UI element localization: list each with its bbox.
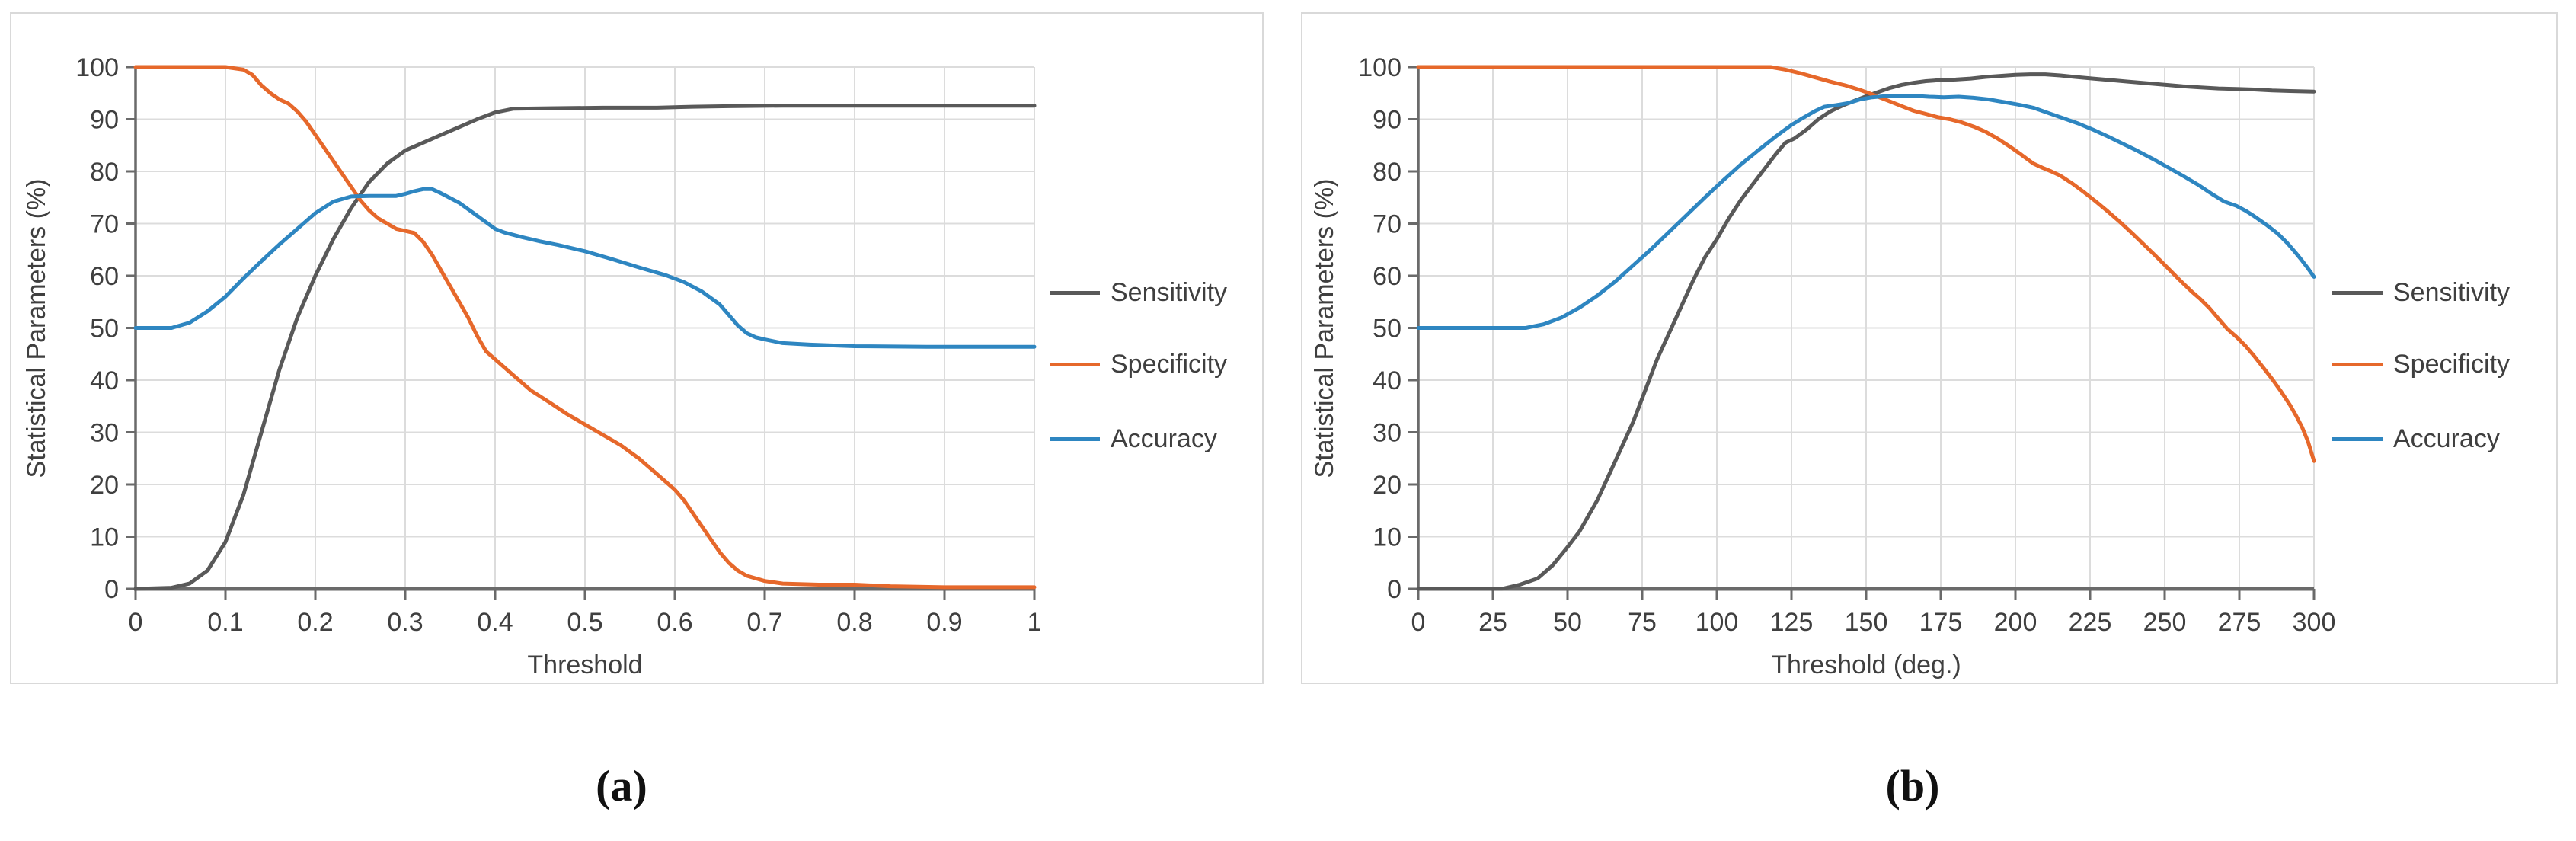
chart-b-canvas: Statistical Parameters (%) Threshold (de…: [1310, 53, 2336, 680]
x-tick-label: 150: [1845, 608, 1888, 637]
legend-item-sensitivity: Sensitivity: [2332, 278, 2510, 308]
x-tick-label: 300: [2293, 608, 2336, 637]
y-axis-title-a: Statistical Parameters (%): [22, 179, 51, 478]
x-tick-label: 75: [1628, 608, 1657, 637]
y-tick-label: 90: [90, 106, 119, 135]
x-tick-label: 50: [1553, 608, 1582, 637]
x-tick-label: 0.7: [746, 608, 782, 637]
y-tick-label: 40: [90, 366, 119, 395]
chart-a-canvas: Statistical Parameters (%) Threshold 010…: [22, 53, 1042, 680]
y-tick-label: 10: [1373, 523, 1401, 552]
x-tick-label: 0.1: [207, 608, 243, 637]
x-tick-label: 0.2: [297, 608, 333, 637]
caption-a: (a): [596, 761, 647, 811]
series-line-specificity: [1416, 65, 2316, 463]
x-tick-label: 0.3: [387, 608, 423, 637]
legend-label-sensitivity: Sensitivity: [1111, 278, 1228, 307]
y-tick-label: 70: [90, 210, 119, 239]
x-tick-label: 0.4: [477, 608, 513, 637]
y-tick-label: 100: [75, 53, 119, 82]
y-tick-label: 100: [1358, 53, 1401, 82]
sensitivity-line-swatch: [1050, 291, 1100, 295]
y-tick-label: 70: [1373, 210, 1401, 239]
y-tick-label: 30: [90, 419, 119, 448]
legend-label-accuracy: Accuracy: [2393, 424, 2500, 453]
legend-item-specificity: Specificity: [1050, 350, 1227, 379]
chart-panel-a: Statistical Parameters (%) Threshold 0 10…: [10, 12, 1264, 684]
y-axis-title-b: Statistical Parameters (%): [1310, 179, 1339, 478]
y-tick-label: 10: [90, 523, 119, 552]
x-tick-label: 200: [1994, 608, 2037, 637]
x-tick-label: 1: [1028, 608, 1042, 637]
x-tick-label: 0.8: [836, 608, 872, 637]
x-tick-label: 175: [1919, 608, 1963, 637]
x-axis-title-b: Threshold (deg.): [1771, 651, 1961, 680]
y-tick-label: 90: [1373, 106, 1401, 135]
legend-item-accuracy: Accuracy: [1050, 424, 1217, 454]
series-line-accuracy: [1416, 94, 2316, 330]
x-axis-title-a: Threshold: [527, 651, 642, 680]
legend-item-specificity: Specificity: [2332, 350, 2510, 379]
y-tick-label: 60: [1373, 262, 1401, 291]
specificity-line-swatch: [2332, 363, 2383, 366]
x-tick-label: 225: [2069, 608, 2112, 637]
chart-panel-b: Statistical Parameters (%) Threshold (de…: [1301, 12, 2558, 684]
y-tick-label: 80: [90, 158, 119, 187]
x-tick-label: 0: [129, 608, 143, 637]
y-tick-label: 50: [1373, 315, 1401, 344]
accuracy-line-swatch: [2332, 437, 2383, 441]
x-tick-label: 0.5: [567, 608, 602, 637]
legend-label-sensitivity: Sensitivity: [2393, 278, 2510, 307]
series-line-specificity: [133, 65, 1037, 590]
legend-label-specificity: Specificity: [2393, 350, 2510, 379]
legend-label-accuracy: Accuracy: [1111, 424, 1217, 453]
x-tick-label: 0.6: [657, 608, 692, 637]
y-tick-label: 60: [90, 262, 119, 291]
x-tick-label: 125: [1770, 608, 1814, 637]
legend-item-accuracy: Accuracy: [2332, 424, 2500, 454]
series-line-sensitivity: [133, 104, 1037, 591]
x-tick-label: 0.9: [926, 608, 962, 637]
legend-item-sensitivity: Sensitivity: [1050, 278, 1227, 308]
y-tick-label: 40: [1373, 366, 1401, 395]
y-tick-label: 50: [90, 315, 119, 344]
series-line-accuracy: [133, 187, 1037, 349]
caption-b: (b): [1885, 761, 1940, 811]
y-tick-label: 0: [104, 575, 119, 604]
y-tick-label: 20: [90, 471, 119, 500]
x-tick-label: 250: [2143, 608, 2187, 637]
y-tick-label: 80: [1373, 158, 1401, 187]
x-tick-label: 25: [1478, 608, 1507, 637]
sensitivity-line-swatch: [2332, 291, 2383, 295]
y-tick-label: 20: [1373, 471, 1401, 500]
y-tick-label: 30: [1373, 419, 1401, 448]
legend-label-specificity: Specificity: [1111, 350, 1228, 379]
x-tick-label: 100: [1695, 608, 1739, 637]
accuracy-line-swatch: [1050, 437, 1100, 441]
y-tick-label: 0: [1387, 575, 1401, 604]
x-tick-label: 0: [1411, 608, 1426, 637]
x-tick-label: 275: [2218, 608, 2261, 637]
specificity-line-swatch: [1050, 363, 1100, 366]
